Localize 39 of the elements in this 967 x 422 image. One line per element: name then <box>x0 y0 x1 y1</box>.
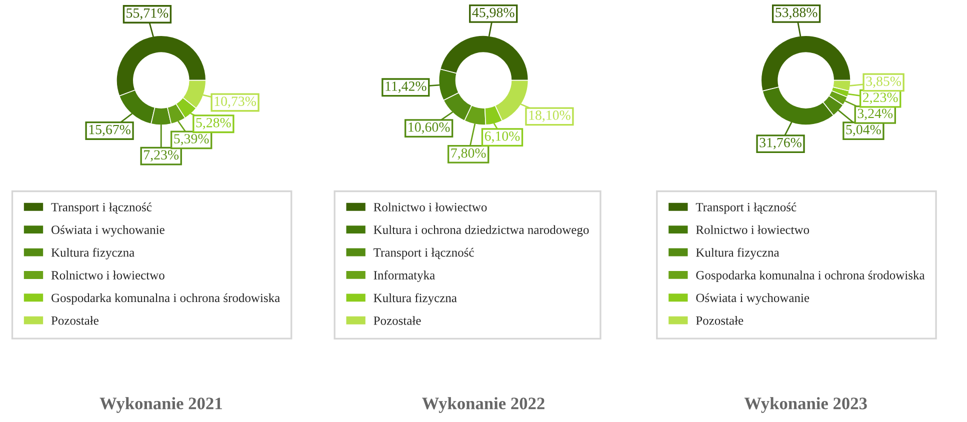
legend-label: Transport i łączność <box>374 248 474 260</box>
data-label: 55,71% <box>126 8 168 20</box>
text: Wykonanie 2021 <box>100 397 222 413</box>
data-label: 45,98% <box>472 8 514 20</box>
legend-label: Kultura fizyczna <box>696 248 780 260</box>
legend-label: Transport i łączność <box>51 202 152 214</box>
data-label: 5,04% <box>846 124 881 136</box>
legend-label: Kultura i ochrona dziedzictwa narodowego <box>374 225 589 237</box>
legend-label: Pozostałe <box>51 316 98 325</box>
data-label: 5,39% <box>174 134 209 146</box>
legend-label: Gospodarka komunalna i ochrona środowiska <box>52 293 280 305</box>
legend-label: Transport i łączność <box>696 202 796 214</box>
text: Wykonanie 2023 <box>744 397 867 413</box>
data-label: 53,88% <box>776 8 818 20</box>
legend-label: Pozostałe <box>696 316 744 325</box>
legend-label: Pozostałe <box>374 316 421 325</box>
legend-label: Kultura fizyczna <box>51 248 134 260</box>
data-label: 10,60% <box>408 122 450 134</box>
data-label: 11,42% <box>386 82 426 93</box>
legend-label: Informatyka <box>374 270 435 282</box>
data-label: 15,67% <box>89 124 130 136</box>
legend-label: Oświata i wychowanie <box>696 293 810 305</box>
legend-label: Gospodarka komunalna i ochrona środowiska <box>696 270 925 282</box>
legend-label: Oświata i wychowanie <box>52 225 164 237</box>
data-label: 31,76% <box>760 138 802 150</box>
legend-label: Kultura fizyczna <box>374 293 457 305</box>
data-label: 7,80% <box>451 148 486 160</box>
data-label: 10,73% <box>214 96 256 108</box>
data-label: 18,10% <box>529 110 570 122</box>
data-label: 6,10% <box>484 131 520 143</box>
legend-label: Rolnictwo i łowiectwo <box>696 225 810 234</box>
data-label: 3,24% <box>858 108 893 120</box>
legend-label: Rolnictwo i łowiectwo <box>374 202 487 212</box>
legend-label: Rolnictwo i łowiectwo <box>51 270 164 280</box>
text: Wykonanie 2022 <box>422 397 544 413</box>
data-label: 2,23% <box>863 92 898 104</box>
data-label: 5,28% <box>196 118 231 130</box>
data-label: 7,23% <box>144 150 179 162</box>
data-label: 3,85% <box>866 76 902 88</box>
